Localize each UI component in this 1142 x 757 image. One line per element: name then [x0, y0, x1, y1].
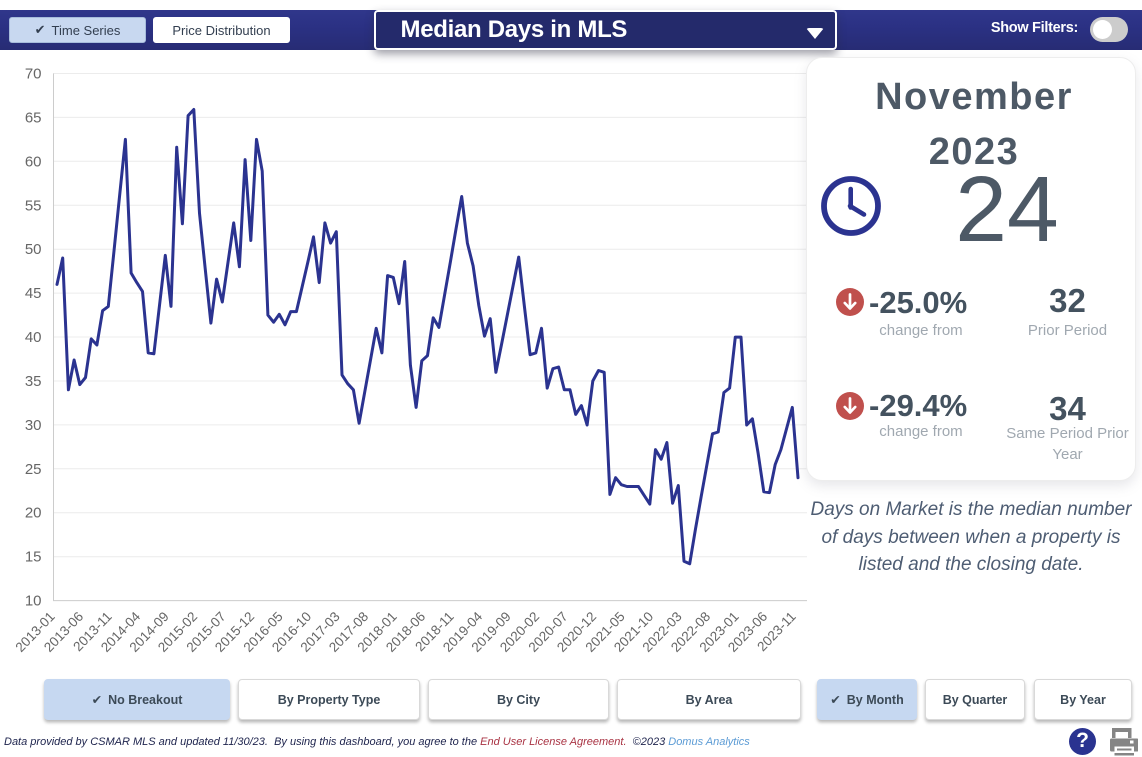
svg-text:25: 25	[25, 461, 42, 478]
svg-text:30: 30	[25, 417, 42, 434]
svg-text:65: 65	[25, 109, 42, 126]
svg-text:45: 45	[25, 285, 42, 302]
svg-text:20: 20	[25, 505, 42, 522]
svg-text:15: 15	[25, 549, 42, 566]
svg-text:35: 35	[25, 373, 42, 390]
svg-text:55: 55	[25, 197, 42, 214]
svg-text:70: 70	[25, 66, 42, 83]
svg-text:10: 10	[25, 593, 42, 610]
svg-text:40: 40	[25, 329, 42, 346]
svg-text:60: 60	[25, 153, 42, 170]
svg-text:50: 50	[25, 241, 42, 258]
